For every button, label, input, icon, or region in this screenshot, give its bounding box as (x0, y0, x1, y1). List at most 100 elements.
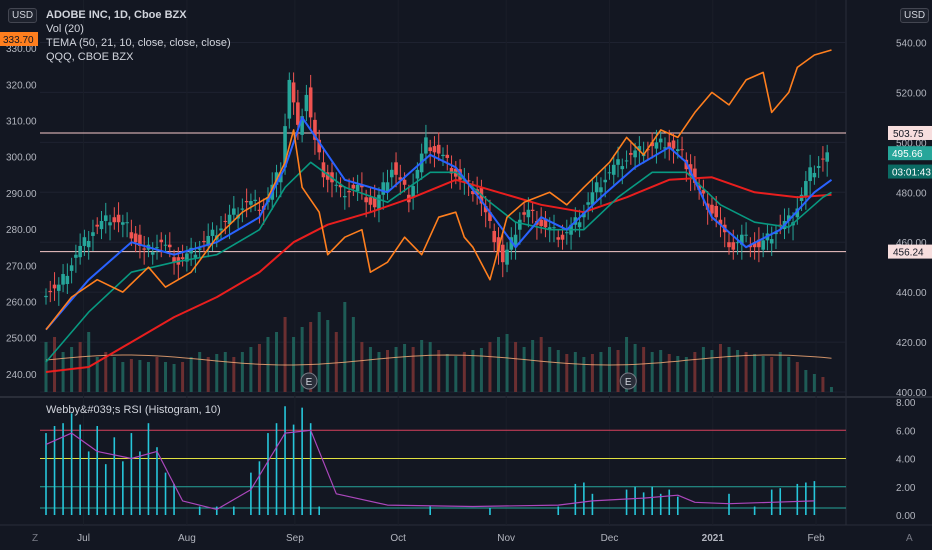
candle-body (710, 204, 714, 214)
rsi-axis-tick-label: 2.00 (896, 483, 916, 494)
rsi-indicator-label[interactable]: Webby&#039;s RSI (Histogram, 10) (46, 404, 221, 416)
candle-body (500, 244, 505, 263)
time-axis-tick-label: Oct (390, 533, 406, 544)
candle-body (539, 219, 543, 226)
candle-body (714, 206, 719, 218)
candle-body (219, 228, 223, 231)
countdown-tag (888, 164, 932, 179)
candle-body (620, 166, 625, 170)
candle-body (513, 234, 518, 248)
earnings-marker-icon (300, 372, 318, 390)
candle-body (133, 233, 138, 243)
rsi-histogram-bar (96, 426, 99, 515)
candle-body (74, 254, 78, 258)
volume-ma-line (45, 354, 832, 366)
right-axis-tick-label: 500.00 (896, 138, 927, 149)
tema-fast-line (45, 116, 833, 331)
candle-body (693, 168, 697, 183)
qqq-compare-line (45, 49, 832, 331)
candle-body (44, 295, 48, 298)
candle-body (804, 181, 808, 198)
rsi-axis-tick-label: 4.00 (896, 455, 916, 466)
time-axis-tick-label: Aug (178, 533, 196, 544)
volume-bar (514, 342, 518, 392)
left-axis-tick-label: 260.00 (6, 298, 37, 309)
candle-body (57, 284, 61, 291)
rsi-histogram-bar (676, 496, 679, 515)
left-axis-tick-label: 240.00 (6, 370, 37, 381)
candle-body (206, 235, 211, 245)
volume-indicator-label[interactable]: Vol (20) (46, 23, 84, 35)
volume-bar (496, 337, 500, 392)
left-axis-tick-label: 280.00 (6, 225, 37, 236)
candle-body (825, 152, 829, 162)
volume-bar (104, 352, 108, 392)
left-axis-tick-label: 300.00 (6, 153, 37, 164)
volume-bar (633, 344, 637, 392)
zoom-corner-button[interactable]: Z (32, 533, 39, 544)
candle-body (492, 230, 497, 243)
volume-bar (95, 357, 99, 392)
volume-bar (753, 354, 757, 392)
rsi-histogram-bar (164, 472, 167, 515)
volume-bar (659, 350, 663, 392)
candle-body (675, 149, 680, 152)
volume-bar (334, 332, 338, 392)
time-axis-tick-label: Jul (77, 533, 90, 544)
auto-scale-button[interactable]: A (906, 533, 913, 544)
volume-bar (172, 364, 176, 392)
tema-indicator-label[interactable]: TEMA (50, 21, 10, close, close, close) (46, 37, 231, 49)
candle-body (91, 232, 95, 236)
candle-body (744, 234, 748, 236)
candle-body (138, 234, 142, 246)
candle-body (607, 172, 612, 174)
volume-bar (539, 337, 543, 392)
volume-bar (795, 362, 799, 392)
last-price-label: 495.66 (892, 149, 923, 160)
earnings-marker-label: E (306, 377, 313, 388)
candle-body (436, 144, 441, 154)
candle-body (560, 234, 565, 240)
candle-body (116, 214, 121, 223)
symbol-title[interactable]: ADOBE INC, 1D, Cboe BZX (46, 9, 187, 21)
candle-body (355, 184, 360, 192)
volume-bar (368, 347, 372, 392)
rsi-histogram-bar (796, 483, 799, 515)
rsi-histogram-bar (122, 461, 124, 515)
candle-body (159, 239, 164, 243)
candle-body (291, 82, 296, 103)
candle-body (223, 220, 228, 222)
rsi-histogram-bar (659, 493, 662, 515)
rsi-histogram-bar (113, 437, 116, 515)
rsi-axis-tick-label: 0.00 (896, 511, 916, 522)
candle-body (82, 237, 87, 246)
rsi-histogram-bar (292, 424, 295, 515)
candle-body (821, 158, 825, 160)
volume-bar (505, 334, 509, 392)
candle-body (232, 208, 236, 215)
currency-right-badge[interactable]: USD (900, 8, 930, 23)
candle-body (654, 142, 659, 149)
time-axis-tick-label: Nov (497, 533, 515, 544)
rsi-histogram-bar (104, 464, 107, 515)
rsi-histogram-bar (233, 506, 235, 515)
candle-body (313, 119, 317, 140)
volume-bar (599, 352, 603, 392)
volume-bar (736, 350, 740, 392)
left-axis-tick-label: 270.00 (6, 261, 37, 272)
volume-bar (616, 350, 620, 392)
compare-symbol-label[interactable]: QQQ, CBOE BZX (46, 51, 134, 63)
candle-body (364, 197, 368, 203)
rsi-histogram-bar (215, 506, 218, 515)
currency-left-badge[interactable]: USD (8, 8, 38, 23)
candle-body (112, 217, 117, 223)
candle-body (172, 257, 176, 263)
volume-bar (829, 387, 833, 392)
candle-body (185, 253, 189, 262)
candle-body (368, 197, 373, 205)
candle-body (812, 172, 817, 178)
volume-bar (257, 344, 261, 392)
rsi-histogram-bar (574, 483, 577, 515)
candle-body (663, 147, 667, 149)
